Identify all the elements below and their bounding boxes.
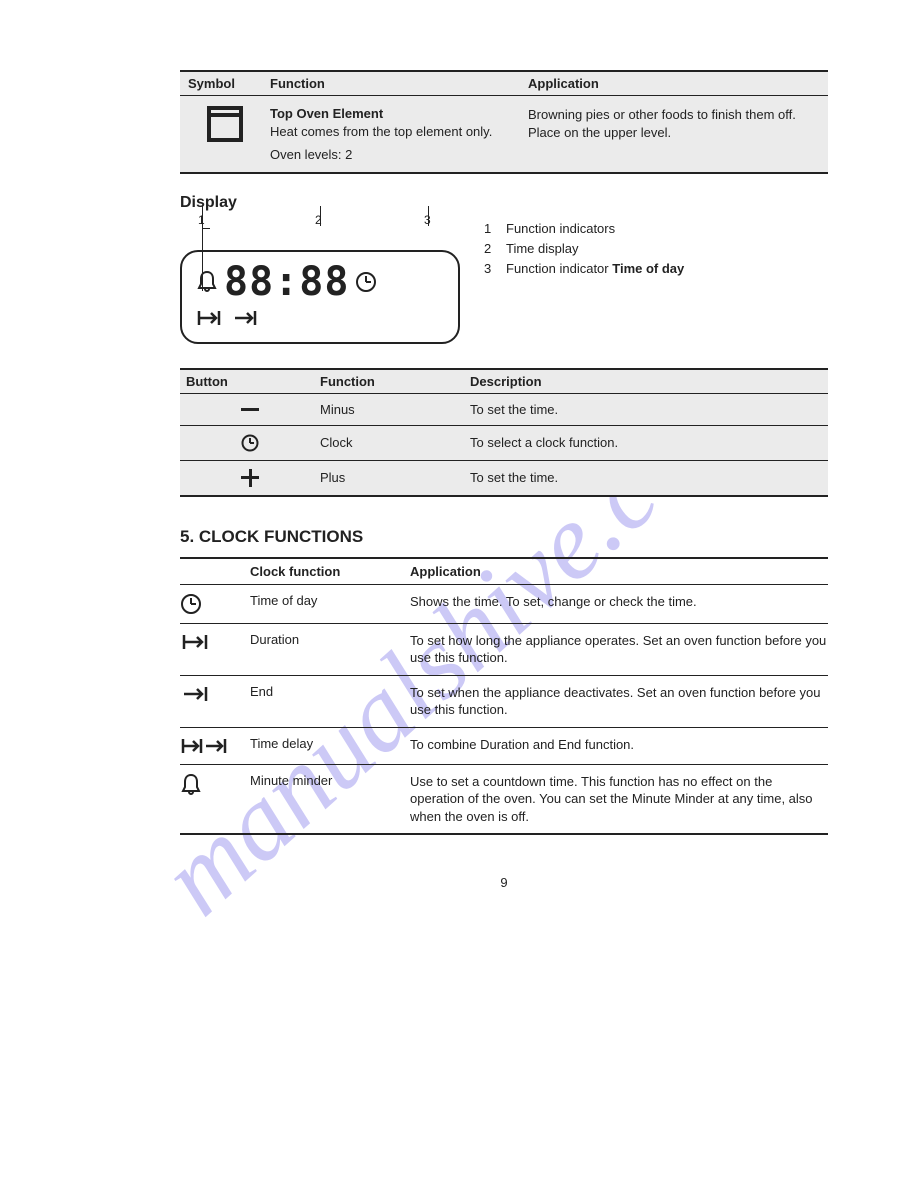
button-minus-fn: Minus [320,402,470,417]
display-heading: Display [180,194,828,212]
button-clock-fn: Clock [320,435,470,450]
display-row: 1 2 3 88:88 [180,220,828,344]
cf-row-timedelay: Time delay To combine Duration and End f… [180,728,828,765]
button-row-minus: Minus To set the time. [180,394,828,426]
cf-minuteminder-label: Minute minder [250,773,410,788]
cf-row-end: End To set when the appliance deactivate… [180,676,828,728]
buttons-header-function: Function [320,374,470,389]
clock-functions-table: Clock function Application Time of day S… [180,557,828,836]
end-icon [232,308,258,328]
clock-small-icon [241,434,259,452]
oven-table-header: Symbol Function Application [180,70,828,96]
header-application: Application [528,76,828,91]
display-line-2 [196,308,446,328]
cf-duration-desc: To set how long the appliance operates. … [410,632,828,667]
legend-item-2: 2 Time display [484,240,828,258]
button-row-clock: Clock To select a clock function. [180,426,828,461]
legend-num-2: 2 [484,240,500,258]
button-plus-desc: To set the time. [470,470,828,485]
clock-icon [180,593,202,615]
plus-icon [241,469,259,487]
callout-3: 3 [424,213,431,227]
cf-timedelay-label: Time delay [250,736,410,751]
display-panel: 1 2 3 88:88 [180,250,460,344]
header-symbol: Symbol [180,76,270,91]
cf-end-desc: To set when the appliance deactivates. S… [410,684,828,719]
legend-bold-3: Time of day [612,261,684,276]
oven-application-cell: Browning pies or other foods to finish t… [528,106,828,141]
oven-function-cell: Top Oven Element Heat comes from the top… [270,106,528,162]
function-levels: Oven levels: 2 [270,147,514,162]
cf-row-minuteminder: Minute minder Use to set a countdown tim… [180,765,828,836]
bell-icon [196,270,218,294]
top-element-icon [207,106,243,142]
buttons-header-button: Button [180,374,320,389]
button-minus-desc: To set the time. [470,402,828,417]
cf-header-app: Application [410,564,828,579]
clock-icon [355,271,377,293]
bell-icon [180,773,202,797]
function-description: Heat comes from the top element only. [270,123,514,141]
legend-label-2: Time display [506,240,578,258]
seven-segment-display: 88:88 [224,262,349,302]
page-number: 9 [180,875,828,890]
clock-functions-header: Clock function Application [180,557,828,585]
legend-item-1: 1 Function indicators [484,220,828,238]
buttons-table: Button Function Description Minus To set… [180,368,828,497]
oven-symbol-cell [180,106,270,142]
callout-1: 1 [198,213,205,227]
duration-icon [196,308,222,328]
display-line-1: 88:88 [196,262,446,302]
clock-functions-heading: 5. CLOCK FUNCTIONS [180,527,828,547]
oven-table-row: Top Oven Element Heat comes from the top… [180,96,828,174]
time-delay-icon [180,736,230,756]
legend-label-1: Function indicators [506,220,615,238]
cf-timedelay-desc: To combine Duration and End function. [410,736,828,754]
legend-num-3: 3 [484,260,500,278]
header-function: Function [270,76,528,91]
cf-timeofday-desc: Shows the time. To set, change or check … [410,593,828,611]
button-row-plus: Plus To set the time. [180,461,828,497]
button-plus-fn: Plus [320,470,470,485]
legend-label-3: Function indicator [506,261,609,276]
end-icon [180,684,210,704]
display-body: 88:88 [180,250,460,344]
minus-icon [241,408,259,411]
cf-duration-label: Duration [250,632,410,647]
cf-header-fn: Clock function [250,564,410,579]
oven-functions-table: Symbol Function Application Top Oven Ele… [180,70,828,174]
cf-end-label: End [250,684,410,699]
cf-timeofday-label: Time of day [250,593,410,608]
cf-minuteminder-desc: Use to set a countdown time. This functi… [410,773,828,826]
page-content: Symbol Function Application Top Oven Ele… [0,0,918,930]
button-clock-desc: To select a clock function. [470,435,828,450]
legend-num-1: 1 [484,220,500,238]
display-legend: 1 Function indicators 2 Time display 3 F… [484,220,828,281]
buttons-header: Button Function Description [180,368,828,394]
callout-2: 2 [315,213,322,227]
function-title: Top Oven Element [270,106,514,121]
cf-row-timeofday: Time of day Shows the time. To set, chan… [180,585,828,624]
buttons-header-description: Description [470,374,828,389]
duration-icon [180,632,210,652]
legend-item-3: 3 Function indicator Time of day [484,260,828,278]
cf-row-duration: Duration To set how long the appliance o… [180,624,828,676]
